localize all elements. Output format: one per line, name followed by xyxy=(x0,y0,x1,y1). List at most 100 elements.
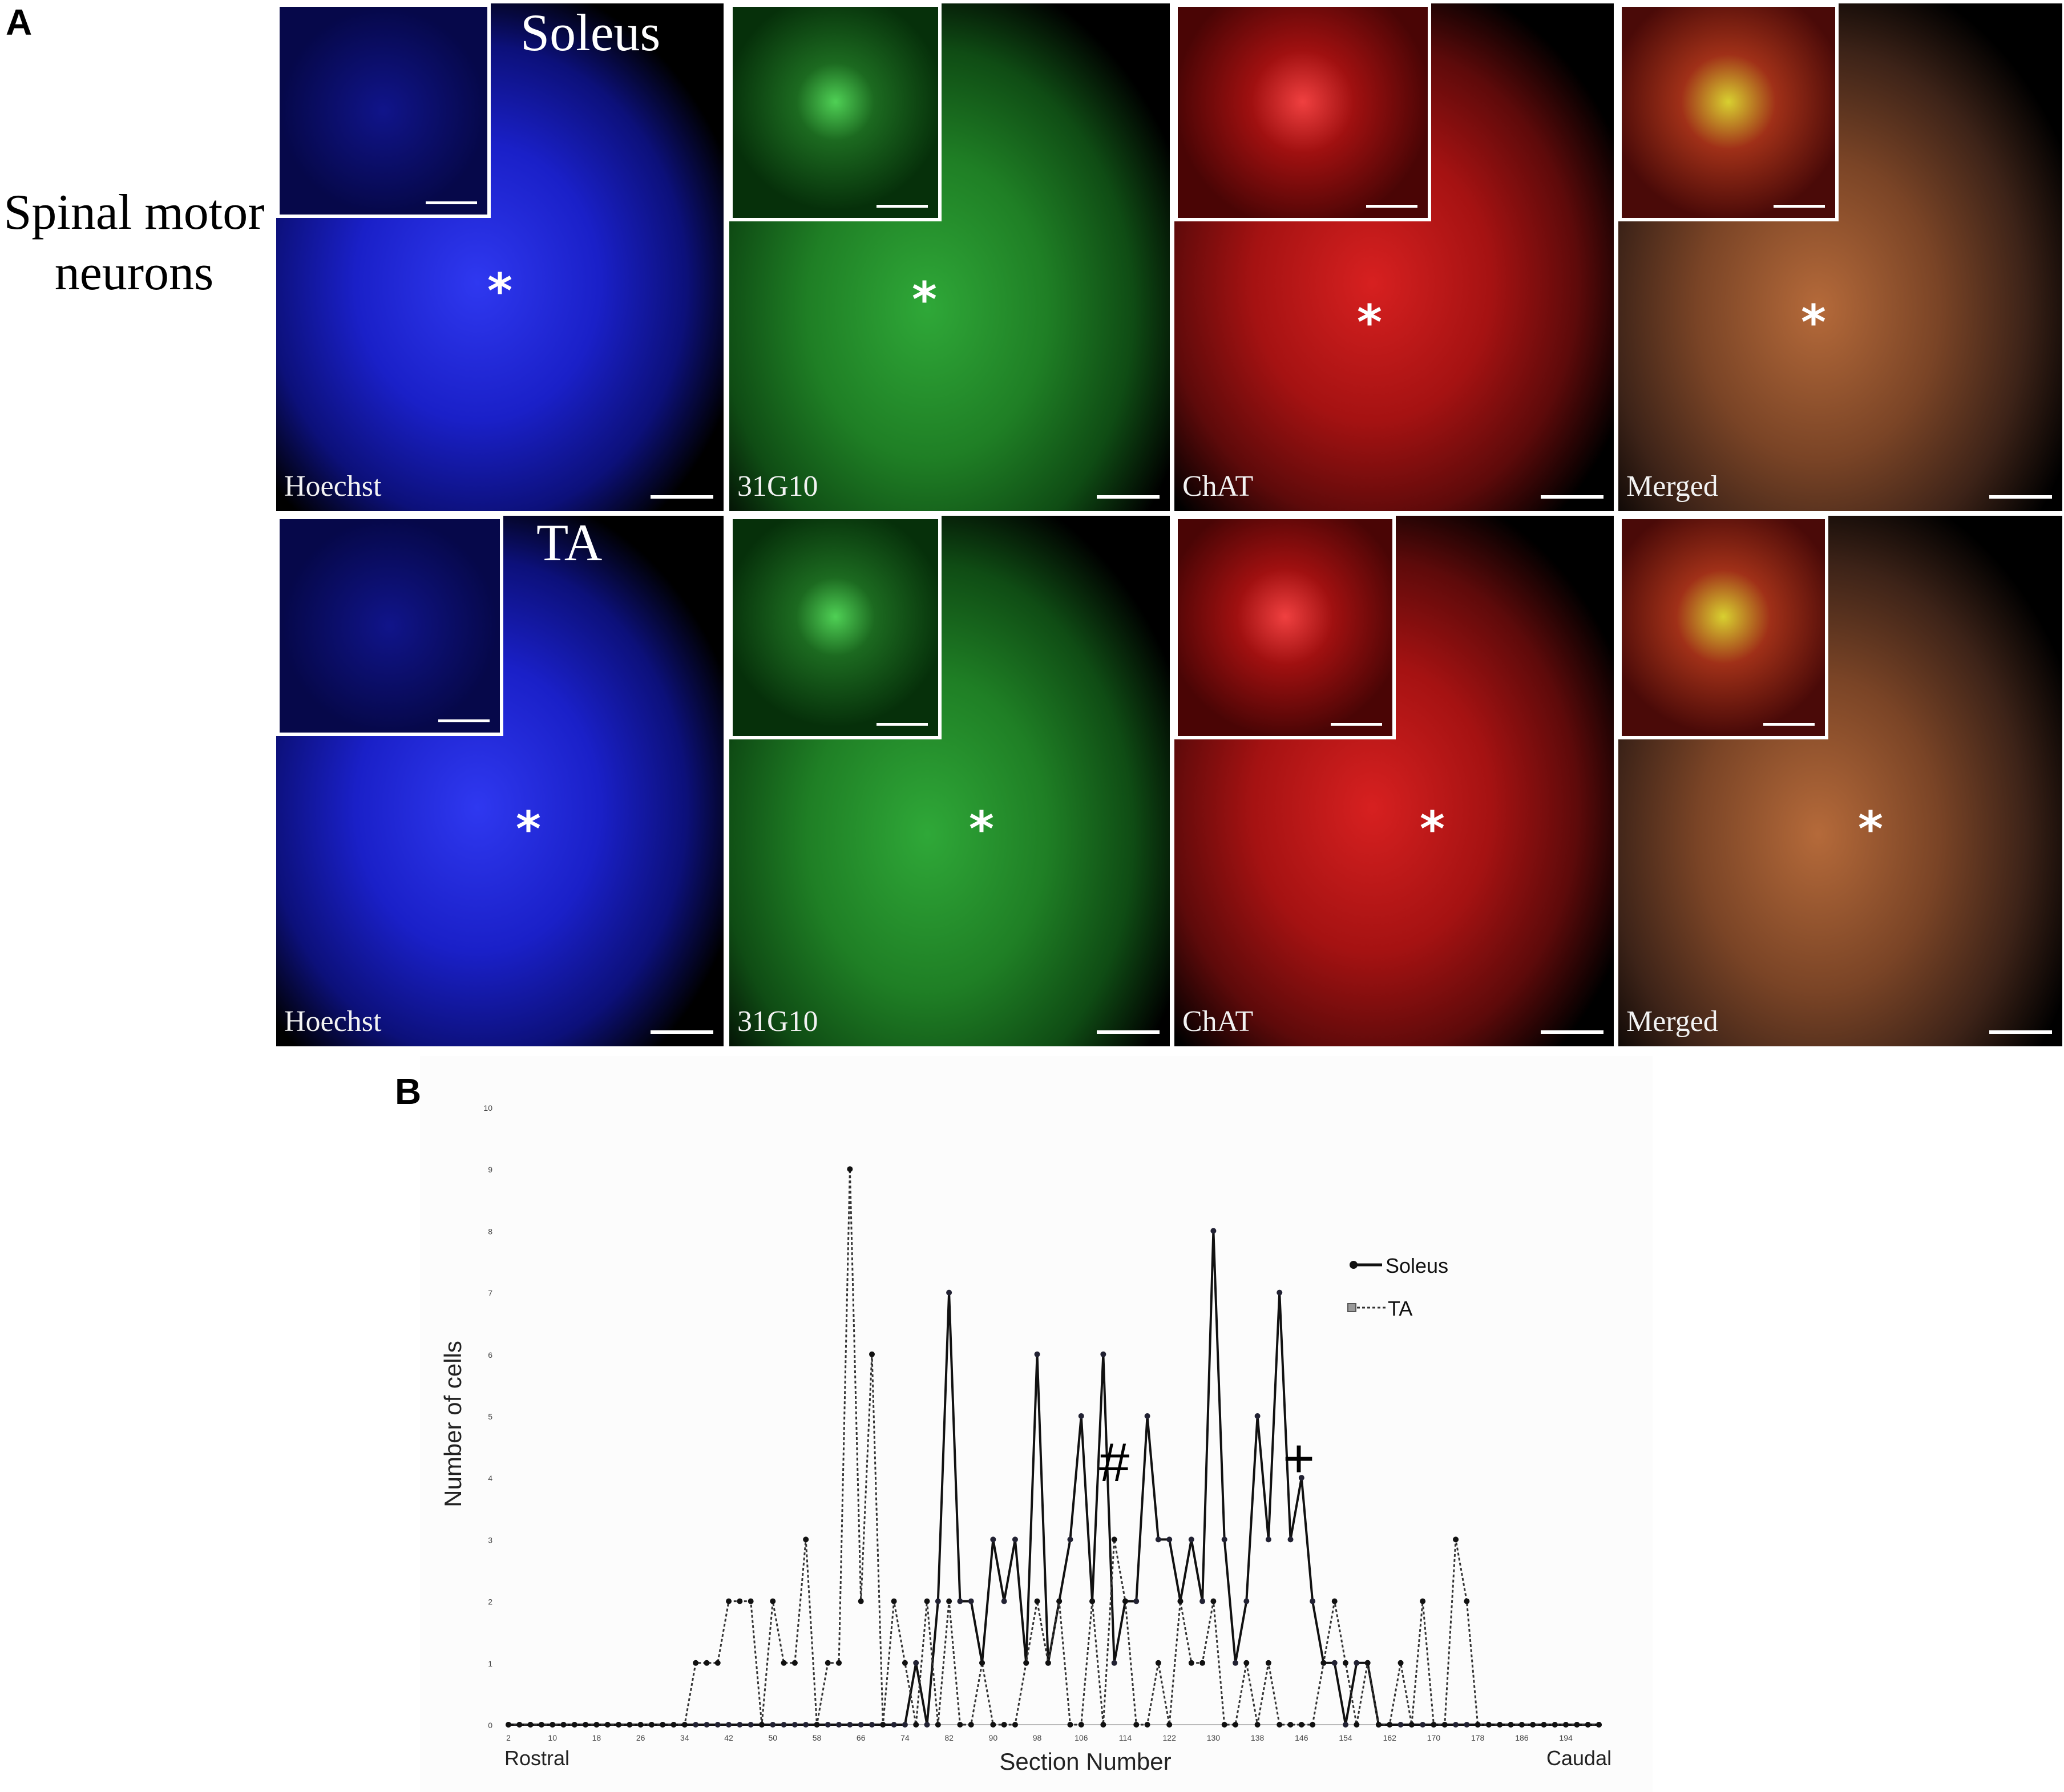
data-point-soleus xyxy=(1343,1722,1349,1728)
stain-label: 31G10 xyxy=(737,1005,818,1038)
data-point-ta xyxy=(571,1722,577,1728)
row-label-line1: Spinal motor xyxy=(3,185,265,240)
micrograph-g31-row2: * 31G10 xyxy=(729,516,1170,1046)
data-point-ta xyxy=(1298,1722,1304,1728)
x-tick-label: 98 xyxy=(1033,1733,1042,1742)
data-point-ta xyxy=(1277,1722,1283,1728)
scale-bar xyxy=(1097,1030,1160,1034)
data-point-soleus xyxy=(847,1722,853,1728)
data-point-soleus xyxy=(1199,1598,1206,1604)
data-point-ta xyxy=(704,1660,710,1666)
data-point-ta xyxy=(1023,1660,1029,1666)
data-point-ta xyxy=(1001,1722,1007,1728)
data-point-ta xyxy=(1541,1722,1547,1728)
caudal-label: Caudal xyxy=(1546,1746,1611,1770)
data-point-ta xyxy=(1552,1722,1558,1728)
asterisk-marker: * xyxy=(1801,294,1826,350)
data-point-ta xyxy=(1067,1722,1073,1728)
data-point-soleus xyxy=(968,1598,974,1604)
x-tick-label: 106 xyxy=(1075,1733,1088,1742)
data-point-ta xyxy=(1343,1660,1349,1666)
asterisk-marker: * xyxy=(969,801,994,857)
inset-scale-bar xyxy=(877,723,928,726)
inset-scale-bar xyxy=(1366,205,1417,208)
data-point-ta xyxy=(1166,1722,1173,1728)
data-point-ta xyxy=(560,1722,567,1728)
legend-ta-label: TA xyxy=(1388,1297,1412,1320)
data-point-soleus xyxy=(1298,1475,1304,1481)
inset-zoom xyxy=(729,516,942,739)
data-point-ta xyxy=(847,1166,853,1172)
y-tick-label: 10 xyxy=(483,1103,492,1113)
data-point-soleus xyxy=(990,1536,996,1543)
inset-scale-bar xyxy=(438,719,490,722)
data-point-soleus xyxy=(1111,1660,1117,1666)
data-point-ta xyxy=(550,1722,556,1728)
data-point-ta xyxy=(1045,1660,1051,1666)
data-point-soleus xyxy=(1034,1351,1040,1357)
series-line-soleus xyxy=(508,1231,1599,1726)
x-tick-label: 82 xyxy=(944,1733,954,1742)
x-tick-label: 42 xyxy=(724,1733,733,1742)
x-tick-label: 194 xyxy=(1559,1733,1573,1742)
data-point-soleus xyxy=(693,1722,699,1728)
annotation-hash: # xyxy=(1099,1432,1129,1493)
inset-scale-bar xyxy=(1331,723,1382,726)
data-point-ta xyxy=(1210,1598,1217,1604)
data-point-soleus xyxy=(1188,1536,1194,1543)
data-point-ta xyxy=(924,1598,930,1604)
data-point-ta xyxy=(737,1598,743,1604)
data-point-ta xyxy=(1508,1722,1514,1728)
data-point-soleus xyxy=(1354,1660,1360,1666)
data-point-ta xyxy=(1431,1722,1437,1728)
data-point-soleus xyxy=(1331,1660,1338,1666)
inset-scale-bar xyxy=(1774,205,1825,208)
legend-ta-marker xyxy=(1347,1303,1356,1312)
data-point-soleus xyxy=(1233,1660,1238,1666)
y-tick-label: 0 xyxy=(488,1721,492,1730)
data-point-ta xyxy=(1155,1660,1161,1666)
data-point-soleus xyxy=(1067,1536,1073,1543)
data-point-ta xyxy=(1518,1722,1525,1728)
data-point-ta xyxy=(1530,1722,1536,1728)
data-point-ta xyxy=(1056,1598,1063,1604)
data-point-ta xyxy=(681,1722,688,1728)
data-point-soleus xyxy=(825,1722,831,1728)
data-point-ta xyxy=(1420,1598,1426,1604)
data-point-ta xyxy=(880,1722,886,1728)
data-point-ta xyxy=(1397,1660,1404,1666)
stain-label: Merged xyxy=(1626,1005,1718,1038)
stain-label: 31G10 xyxy=(737,470,818,503)
data-point-ta xyxy=(1287,1722,1294,1728)
data-point-ta xyxy=(1320,1660,1327,1666)
data-point-soleus xyxy=(737,1722,743,1728)
data-point-ta xyxy=(935,1722,941,1728)
data-point-ta xyxy=(990,1722,996,1728)
data-point-ta xyxy=(593,1722,600,1728)
data-point-soleus xyxy=(1397,1722,1404,1728)
x-tick-label: 50 xyxy=(768,1733,777,1742)
x-tick-label: 90 xyxy=(989,1733,998,1742)
x-tick-label: 114 xyxy=(1119,1733,1132,1742)
data-point-ta xyxy=(1243,1660,1250,1666)
data-point-ta xyxy=(1233,1722,1238,1728)
data-point-soleus xyxy=(1210,1228,1217,1234)
data-point-ta xyxy=(1485,1722,1492,1728)
data-point-ta xyxy=(770,1598,776,1604)
data-point-soleus xyxy=(1078,1413,1084,1419)
data-point-soleus xyxy=(1012,1536,1018,1543)
data-point-ta xyxy=(1254,1722,1261,1728)
inset-scale-bar xyxy=(877,205,928,208)
data-point-ta xyxy=(506,1722,511,1728)
data-point-soleus xyxy=(781,1722,787,1728)
data-point-soleus xyxy=(946,1289,952,1296)
data-point-ta xyxy=(1375,1722,1382,1728)
x-tick-label: 178 xyxy=(1471,1733,1485,1742)
scale-bar xyxy=(651,1030,713,1034)
data-point-ta xyxy=(637,1722,644,1728)
data-point-ta xyxy=(1133,1722,1140,1728)
data-point-ta xyxy=(814,1722,820,1728)
row-label: Spinal motor neurons xyxy=(0,183,268,303)
stain-label: Merged xyxy=(1626,470,1718,503)
micrograph-chat-row1: * ChAT xyxy=(1174,3,1614,511)
